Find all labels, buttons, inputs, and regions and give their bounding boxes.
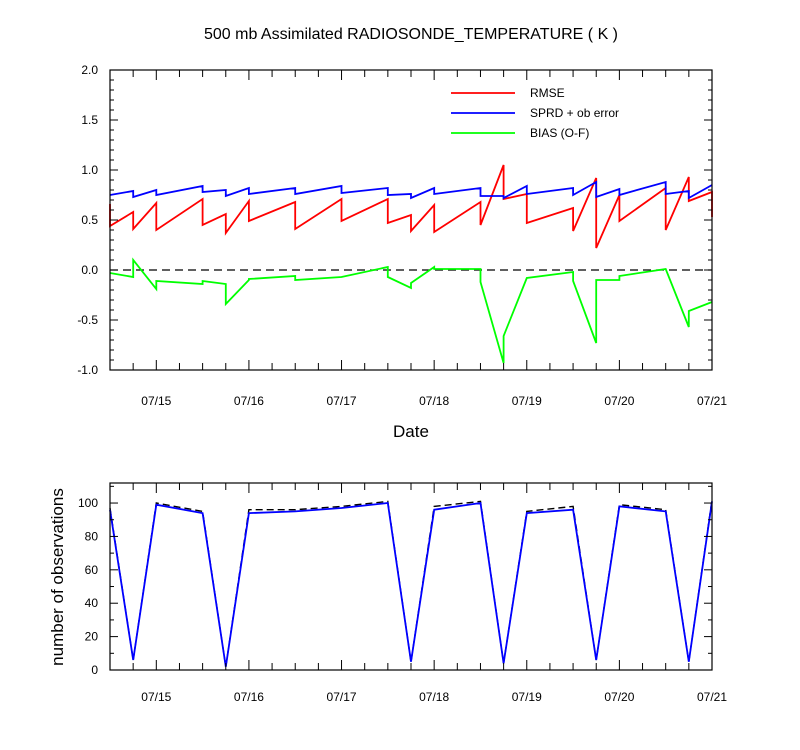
x-tick-label: 07/16 <box>234 394 264 408</box>
x-tick-label: 07/18 <box>419 690 449 704</box>
x-tick-label: 07/16 <box>234 690 264 704</box>
x-tick-label: 07/18 <box>419 394 449 408</box>
series-line-sprd <box>109 180 713 200</box>
x-tick-label: 07/20 <box>604 394 634 408</box>
y-tick-label: 1.5 <box>81 113 98 127</box>
y-axis-title: number of observations <box>48 488 67 666</box>
x-tick-label: 07/15 <box>141 690 171 704</box>
bottom-plot-area <box>109 499 713 667</box>
x-tick-label: 07/20 <box>604 690 634 704</box>
legend-label: RMSE <box>530 86 565 100</box>
legend-label: SPRD + ob error <box>530 106 619 120</box>
y-tick-label: 1.0 <box>81 163 98 177</box>
legend: RMSE SPRD + ob error BIAS (O-F) <box>451 86 619 140</box>
series-line-obs_used <box>109 501 713 667</box>
y-tick-label: 60 <box>85 563 99 577</box>
y-tick-label: -0.5 <box>77 313 98 327</box>
bottom-panel: number of observations 0 20 40 60 80 100 07/15… <box>48 482 727 704</box>
top-panel: 500 mb Assimilated RADIOSONDE_TEMPERATUR… <box>77 26 727 441</box>
y-tick-label: 0 <box>91 663 98 677</box>
y-tick-label: 20 <box>85 630 99 644</box>
y-tick-label: -1.0 <box>77 363 98 377</box>
x-tick-label: 07/21 <box>697 394 727 408</box>
x-axis-title: Date <box>393 422 429 441</box>
x-tick-label: 07/17 <box>327 394 357 408</box>
y-tick-label: 80 <box>85 529 99 543</box>
x-tick-label: 07/19 <box>512 690 542 704</box>
chart-title: 500 mb Assimilated RADIOSONDE_TEMPERATUR… <box>204 26 618 43</box>
series-line-obs_total <box>109 499 713 667</box>
top-plot-area <box>109 164 713 364</box>
x-tick-label: 07/21 <box>697 690 727 704</box>
y-tick-label: 0.5 <box>81 213 98 227</box>
y-tick-label: 2.0 <box>81 63 98 77</box>
x-tick-label: 07/17 <box>327 690 357 704</box>
x-tick-label: 07/15 <box>141 394 171 408</box>
y-tick-label: 100 <box>78 496 98 510</box>
y-tick-label: 0.0 <box>81 263 98 277</box>
legend-label: BIAS (O-F) <box>530 126 589 140</box>
y-tick-label: 40 <box>85 596 99 610</box>
x-tick-label: 07/19 <box>512 394 542 408</box>
series-line-rmse <box>109 164 713 249</box>
series-line-bias <box>109 257 713 364</box>
